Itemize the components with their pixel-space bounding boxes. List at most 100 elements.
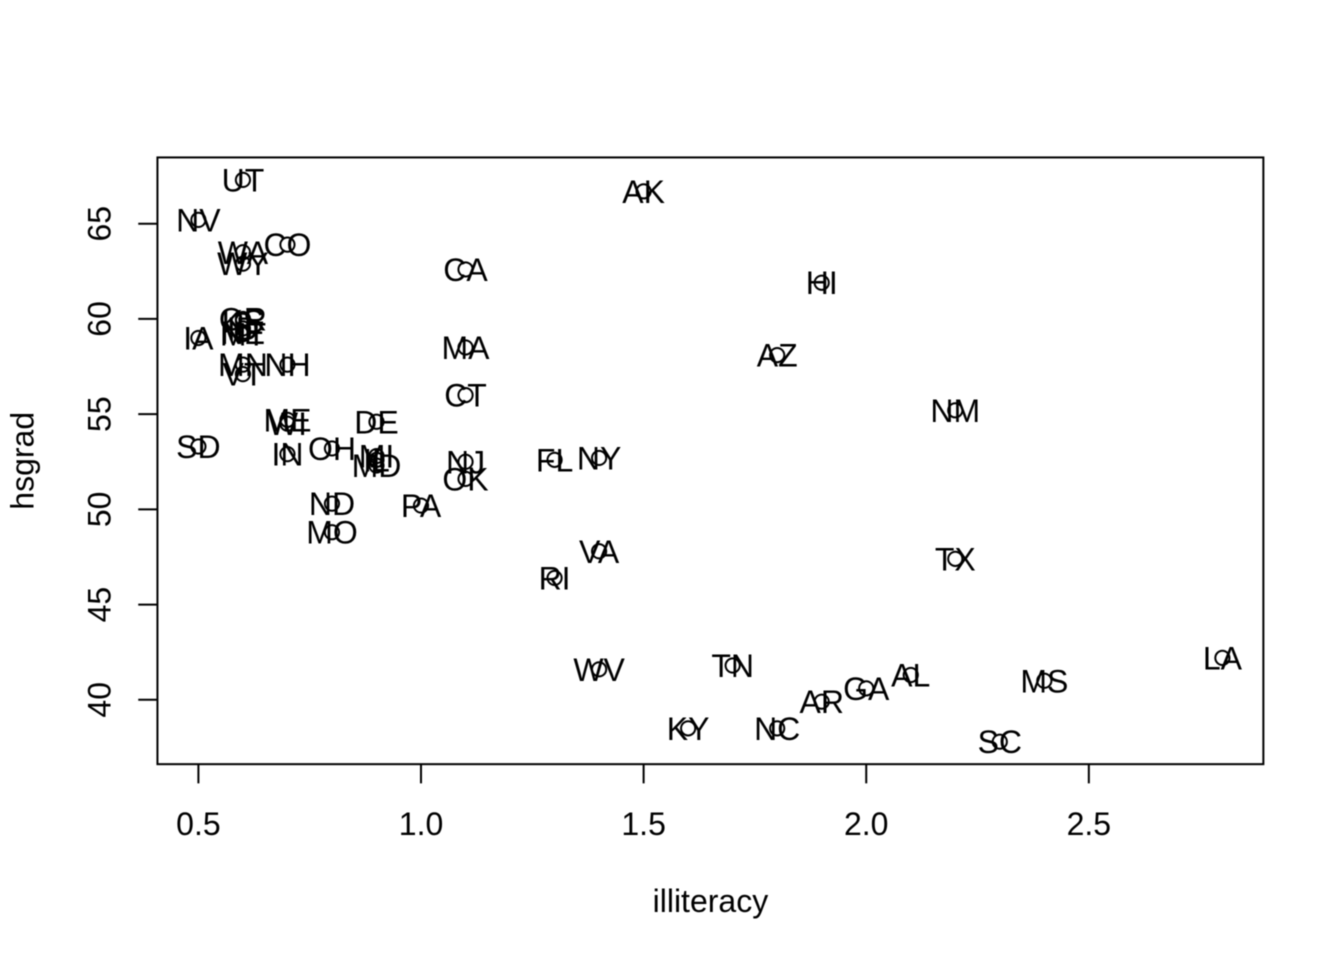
point-label-WA: WA [218, 235, 269, 271]
point-label-KY: KY [667, 711, 710, 747]
point-circle-AL [902, 666, 919, 684]
point-label-MO: MO [306, 515, 358, 551]
point-label-OK: OK [442, 461, 488, 497]
point-label-NJ: NJ [446, 444, 485, 480]
x-tick-label: 2.5 [1067, 806, 1111, 842]
point-circle-NM [947, 402, 964, 419]
point-circle-MN [234, 356, 252, 373]
point-circle-FL [546, 451, 563, 468]
point-circle-OR [234, 310, 252, 328]
point-label-VA: VA [579, 534, 620, 570]
point-circle-HI [813, 274, 830, 291]
point-label-NH: NH [264, 347, 310, 383]
point-circle-OH [323, 440, 341, 457]
point-label-SC: SC [978, 724, 1022, 760]
y-tick-label: 65 [82, 206, 118, 242]
point-label-OR: OR [219, 301, 267, 337]
point-circle-SC [991, 733, 1008, 750]
point-label-IA: IA [183, 320, 214, 356]
point-circle-WI [279, 415, 296, 432]
point-circle-VT [234, 366, 252, 383]
point-circle-WY [234, 255, 252, 272]
point-label-IN: IN [271, 437, 303, 473]
plot-box [156, 156, 1265, 766]
point-label-KS: KS [222, 303, 265, 339]
point-label-HI: HI [806, 265, 838, 301]
x-tick-label: 1.5 [621, 806, 665, 842]
point-label-LA: LA [1203, 640, 1243, 676]
point-circle-NC [769, 720, 786, 737]
point-label-AL: AL [891, 658, 930, 694]
point-label-TX: TX [935, 541, 976, 577]
point-label-RI: RI [539, 560, 571, 596]
point-circle-KY [680, 720, 697, 737]
point-label-SD: SD [176, 429, 220, 465]
point-label-UT: UT [222, 162, 265, 198]
point-circle-IA [190, 329, 207, 347]
point-label-AZ: AZ [757, 338, 798, 374]
y-tick-label: 55 [82, 396, 118, 432]
point-circle-MO [323, 524, 341, 541]
x-axis-title: illiteracy [653, 883, 769, 919]
point-circle-CO [279, 236, 296, 253]
point-circle-MA [457, 339, 474, 356]
point-circle-ND [323, 495, 341, 512]
point-circle-UT [234, 171, 252, 189]
point-circle-AZ [769, 347, 786, 364]
x-tick-label: 2.0 [844, 806, 888, 842]
point-label-TN: TN [711, 648, 754, 684]
point-label-MS: MS [1020, 663, 1068, 699]
point-label-CT: CT [444, 378, 487, 414]
point-label-MD: MD [352, 448, 402, 484]
point-circle-CT [457, 387, 474, 404]
point-circle-WV [590, 661, 608, 678]
y-tick-label: 60 [82, 301, 118, 337]
point-circle-GA [858, 680, 875, 697]
x-axis: 0.5 1.0 1.5 2.0 2.5 [176, 764, 1111, 842]
point-circle-OK [457, 470, 474, 487]
point-label-MI: MI [359, 439, 395, 475]
point-circle-TX [947, 550, 964, 567]
x-tick-label: 0.5 [176, 806, 220, 842]
point-circle-NV [190, 211, 207, 229]
point-circle-AR [813, 693, 830, 710]
y-tick-label: 50 [82, 492, 118, 528]
point-circle-NH [279, 356, 296, 373]
point-circle-AK [635, 183, 652, 200]
point-circle-CA [457, 261, 474, 278]
point-circle-WA [234, 244, 252, 261]
y-tick-label: 40 [82, 682, 118, 718]
point-circle-MI [368, 447, 385, 465]
y-tick-label: 45 [82, 587, 118, 623]
point-label-NM: NM [930, 393, 980, 429]
point-circle-NY [590, 449, 608, 467]
point-label-WI: WI [268, 406, 307, 442]
point-label-GA: GA [843, 671, 890, 707]
point-circle-MD [368, 457, 385, 474]
point-circle-PA [412, 497, 430, 514]
point-circle-MS [1036, 672, 1053, 689]
point-label-ND: ND [309, 486, 355, 522]
y-axis-title: hsgrad [5, 412, 41, 510]
point-label-AR: AR [799, 684, 843, 720]
point-label-PA: PA [401, 488, 442, 524]
point-circle-DE [368, 413, 385, 430]
point-label-MT: MT [220, 317, 266, 353]
point-circle-VA [590, 543, 608, 560]
point-label-MN: MN [218, 347, 268, 383]
point-label-WV: WV [573, 652, 625, 688]
point-label-MA: MA [442, 330, 491, 366]
point-label-NC: NC [754, 711, 800, 747]
x-tick-label: 1.0 [399, 806, 443, 842]
point-label-NV: NV [176, 202, 221, 238]
point-label-DE: DE [354, 404, 398, 440]
point-label-FL: FL [536, 442, 573, 478]
point-label-OH: OH [308, 431, 356, 467]
point-circle-SD [190, 438, 207, 455]
point-label-ME: ME [263, 402, 311, 438]
point-circle-RI [546, 569, 563, 587]
plot-border [156, 156, 1265, 766]
